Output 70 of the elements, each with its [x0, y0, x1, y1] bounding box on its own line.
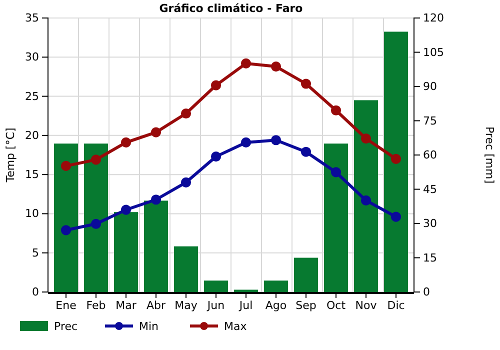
bar — [384, 32, 408, 292]
point — [210, 80, 222, 90]
chart-title: Gráfico climático - Faro — [159, 2, 304, 15]
legend-label: Prec — [54, 320, 78, 333]
point — [180, 177, 192, 188]
point — [180, 108, 192, 119]
x-tick-label: Ene — [56, 298, 77, 312]
bar — [54, 144, 78, 292]
point — [390, 154, 402, 164]
x-tick-label: Dic — [387, 298, 405, 312]
y2-tick-label: 0 — [423, 286, 430, 299]
y2-tick-label: 105 — [423, 46, 444, 59]
x-tick-label: Oct — [326, 298, 346, 312]
y-tick-label: 20 — [25, 128, 39, 142]
point — [330, 167, 342, 178]
point — [150, 127, 162, 138]
bar — [294, 258, 318, 292]
point — [150, 194, 162, 205]
point — [210, 152, 222, 162]
x-tick-label: Abr — [146, 298, 166, 312]
point — [240, 137, 252, 148]
bar — [324, 144, 348, 292]
y2-tick-label: 15 — [423, 251, 437, 264]
y-axis-title: Temp [°C] — [4, 128, 17, 184]
point — [90, 218, 102, 229]
x-tick-label: Nov — [355, 298, 378, 312]
x-tick-label: Jun — [206, 298, 225, 312]
bar — [264, 280, 288, 292]
bar — [84, 144, 108, 292]
y-tick-label: 15 — [25, 168, 39, 182]
y-tick-label: 10 — [25, 207, 39, 220]
bar — [354, 100, 378, 292]
y-tick-label: 0 — [32, 286, 39, 299]
bar — [174, 246, 198, 292]
x-tick-label: Mar — [116, 298, 137, 312]
point — [300, 146, 312, 157]
point — [360, 134, 372, 144]
bar — [114, 212, 138, 292]
y-tick-label: 5 — [32, 246, 39, 260]
point — [60, 225, 72, 236]
y2-tick-label: 75 — [423, 114, 437, 128]
y-tick-label: 25 — [25, 90, 39, 103]
point — [330, 105, 342, 116]
point — [270, 62, 282, 72]
x-tick-label: Sep — [296, 298, 316, 312]
point — [390, 212, 402, 222]
y-tick-label: 35 — [25, 12, 39, 25]
point — [120, 137, 132, 148]
y2-tick-label: 90 — [423, 80, 437, 94]
y2-tick-label: 45 — [423, 182, 437, 196]
x-tick-label: Feb — [86, 298, 106, 312]
y2-axis-title: Prec [mm] — [483, 126, 496, 184]
point — [300, 78, 312, 89]
point — [60, 160, 72, 171]
point — [360, 195, 372, 206]
point — [240, 58, 252, 68]
x-tick-label: Jul — [238, 298, 253, 312]
y-tick-label: 30 — [25, 50, 39, 64]
point — [270, 135, 282, 146]
y2-tick-label: 30 — [423, 217, 437, 230]
x-tick-label: Ago — [265, 298, 287, 312]
legend-label: Max — [224, 320, 248, 333]
point — [120, 204, 132, 215]
x-tick-label: May — [174, 298, 198, 312]
point — [90, 154, 102, 165]
bar — [204, 280, 228, 292]
bar — [144, 200, 168, 292]
y2-tick-label: 120 — [423, 12, 444, 25]
y2-tick-label: 60 — [423, 148, 437, 162]
legend-label: Min — [139, 320, 159, 333]
